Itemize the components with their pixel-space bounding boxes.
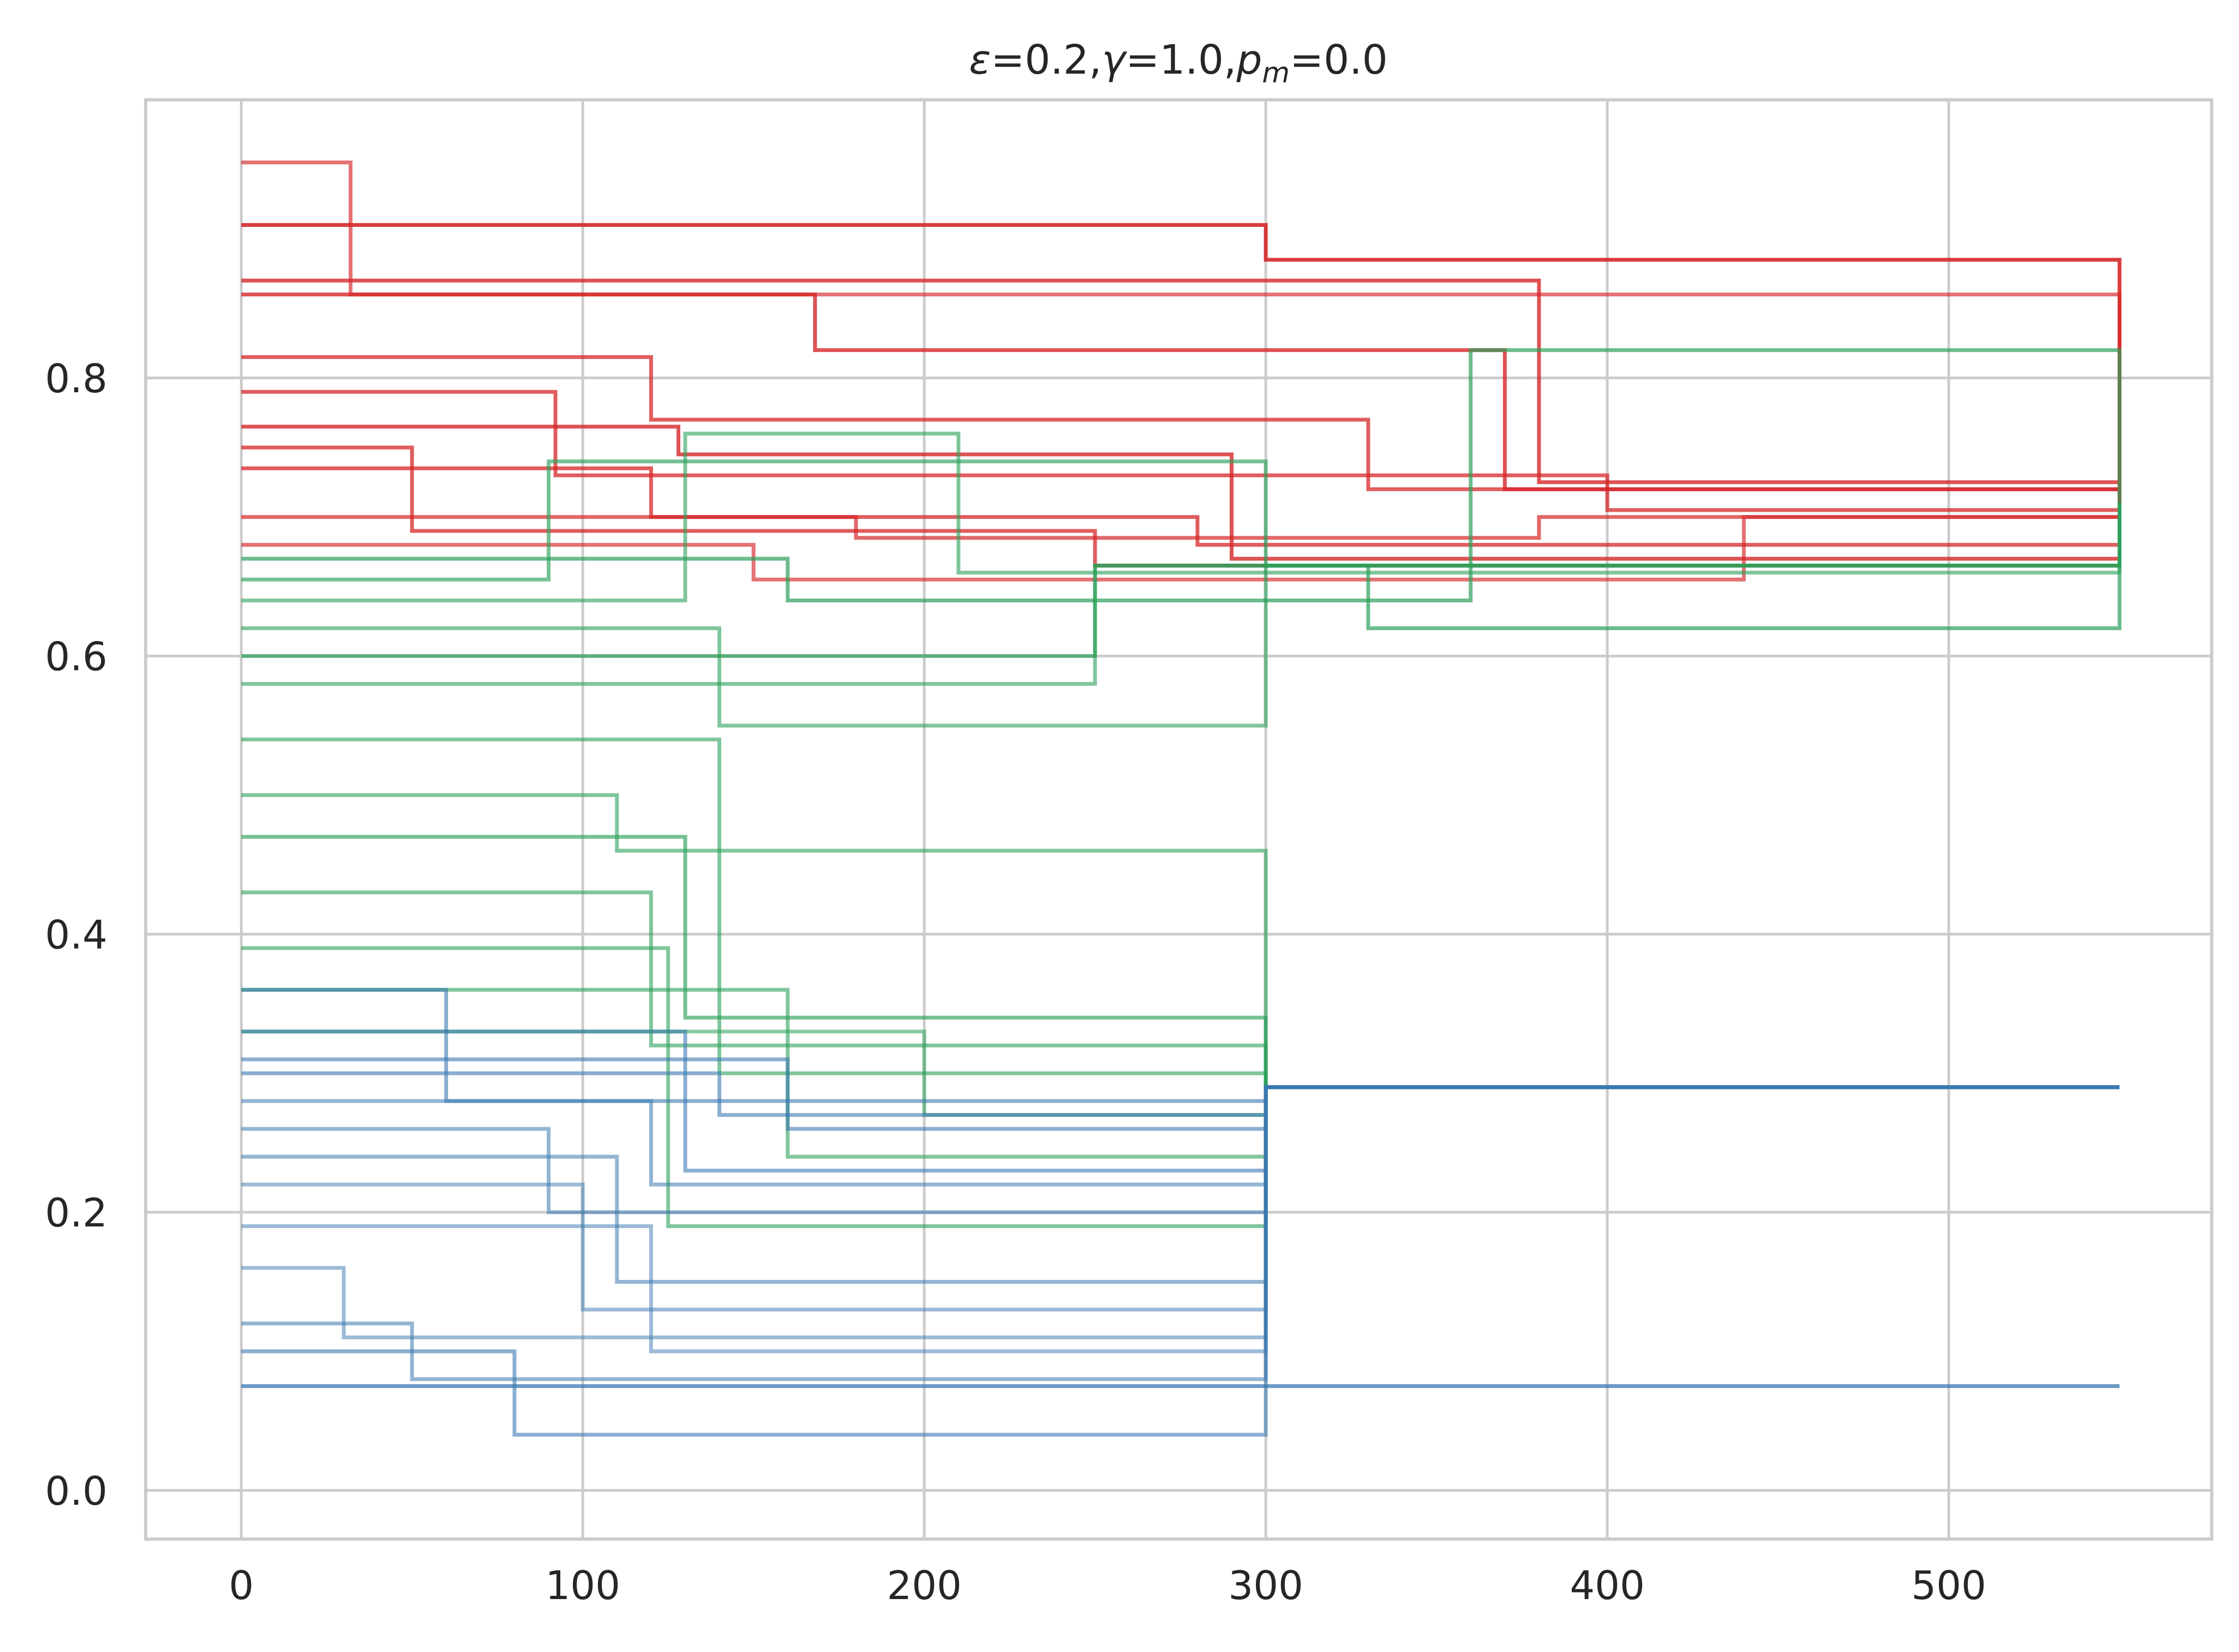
x-tick-label-4: 400 bbox=[1570, 1563, 1644, 1608]
series-layer bbox=[241, 160, 2122, 1437]
series-line-32 bbox=[241, 1085, 2120, 1354]
plot-area-frame bbox=[144, 98, 2213, 1541]
series-line-7 bbox=[241, 445, 2122, 568]
series-line-18 bbox=[241, 793, 2120, 1090]
series-line-27 bbox=[241, 1071, 2120, 1117]
y-tick-label-4: 0.8 bbox=[45, 356, 107, 402]
series-line-0 bbox=[241, 160, 2122, 504]
series-line-26 bbox=[241, 1057, 2120, 1131]
series-line-29 bbox=[241, 1085, 2120, 1214]
series-line-3 bbox=[241, 292, 2122, 504]
x-tick-label-0: 0 bbox=[229, 1563, 254, 1608]
series-line-16 bbox=[241, 503, 2122, 686]
series-line-34 bbox=[241, 1085, 2120, 1381]
title-part-1: =0.2, bbox=[991, 37, 1101, 83]
y-tick-label-0: 0.0 bbox=[45, 1468, 107, 1514]
title-part-5: m bbox=[1262, 57, 1290, 89]
title-part-2: γ bbox=[1101, 37, 1128, 83]
series-line-6 bbox=[241, 424, 2122, 561]
series-line-19 bbox=[241, 835, 2120, 1090]
series-line-5 bbox=[241, 390, 2122, 512]
series-line-10 bbox=[241, 503, 2122, 582]
series-line-17 bbox=[241, 737, 2120, 1090]
series-line-1 bbox=[241, 223, 2122, 504]
x-tick-label-3: 300 bbox=[1228, 1563, 1303, 1608]
grid bbox=[146, 100, 2212, 1539]
x-tick-label-2: 200 bbox=[887, 1563, 961, 1608]
title-part-3: =1.0, bbox=[1126, 37, 1236, 83]
series-line-11 bbox=[241, 348, 2122, 603]
y-tick-label-1: 0.2 bbox=[45, 1190, 107, 1236]
y-axis-tick-labels: 0.0 0.2 0.4 0.6 0.8 bbox=[45, 356, 107, 1514]
title-part-6: =0.0 bbox=[1290, 37, 1388, 83]
series-line-12 bbox=[241, 459, 2122, 582]
chart-title: ε=0.2,γ=1.0,pm=0.0 bbox=[969, 37, 1388, 89]
y-tick-label-3: 0.6 bbox=[45, 634, 107, 680]
x-tick-label-5: 500 bbox=[1911, 1563, 1986, 1608]
series-line-31 bbox=[241, 1085, 2120, 1312]
title-part-0: ε bbox=[969, 37, 991, 83]
x-tick-label-1: 100 bbox=[545, 1563, 620, 1608]
y-tick-label-2: 0.4 bbox=[45, 912, 107, 957]
series-line-13 bbox=[241, 432, 2122, 603]
series-line-8 bbox=[241, 466, 2122, 547]
title-part-4: p bbox=[1236, 37, 1262, 83]
series-line-4 bbox=[241, 355, 2122, 504]
x-axis-tick-labels: 0 100 200 300 400 500 bbox=[229, 1563, 1986, 1608]
series-line-35 bbox=[241, 1085, 2120, 1437]
